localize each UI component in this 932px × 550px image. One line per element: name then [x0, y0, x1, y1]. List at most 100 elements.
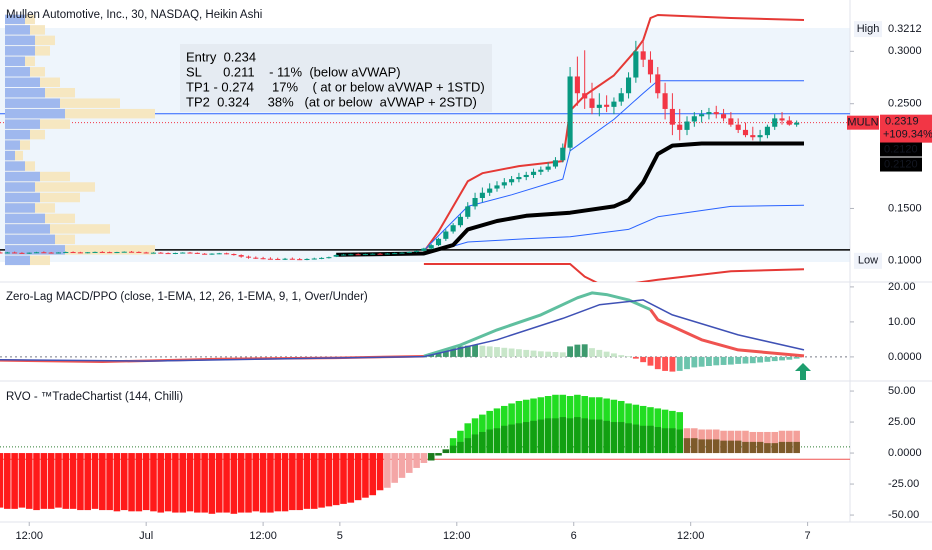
- rvo-bar: [405, 453, 413, 473]
- pane: [0, 14, 850, 282]
- rvo-bar: [362, 453, 369, 498]
- rvo-bar: [245, 453, 252, 513]
- rvo-bar: [157, 453, 165, 513]
- rvo-bar: [705, 439, 713, 454]
- histogram-bar: [793, 356, 800, 359]
- candle-body: [428, 245, 434, 249]
- high-box: [854, 21, 882, 38]
- histogram-bar: [786, 356, 793, 360]
- volume-profile-up: [5, 67, 30, 77]
- histogram-bar: [464, 345, 471, 357]
- rvo-bar: [603, 420, 610, 454]
- y-tick-label: -25.00: [888, 478, 919, 490]
- candle-body: [647, 59, 654, 75]
- candle-body: [669, 108, 675, 125]
- histogram-bar: [691, 356, 698, 368]
- volume-profile-up: [5, 171, 40, 182]
- histogram-bar: [457, 346, 464, 357]
- rvo-bar: [237, 453, 245, 513]
- candle-body: [472, 197, 478, 207]
- volume-profile-up: [5, 182, 35, 192]
- candle-body: [757, 135, 763, 138]
- candle-body: [414, 250, 420, 252]
- candle-body: [33, 252, 40, 254]
- candle-body: [530, 171, 537, 175]
- histogram-bar: [647, 356, 654, 366]
- candle-body: [231, 254, 237, 256]
- rvo-bar: [215, 453, 223, 513]
- rvo-bar: [449, 445, 457, 454]
- rvo-bar: [764, 443, 771, 454]
- rvo-bar: [120, 453, 128, 511]
- candle-body: [77, 252, 83, 254]
- candle-body: [713, 112, 719, 115]
- rvo-bar: [786, 441, 793, 454]
- histogram-bar: [662, 356, 669, 371]
- candle-body: [150, 252, 157, 254]
- rvo-bar: [515, 423, 523, 454]
- histogram-bar: [530, 350, 537, 357]
- histogram-bar: [611, 353, 617, 357]
- rvo-bar: [552, 418, 559, 454]
- rvo-bar: [669, 428, 676, 454]
- rvo-bar: [427, 453, 435, 461]
- y-tick-label: -50.00: [888, 509, 919, 521]
- rvo-bar: [727, 440, 735, 454]
- y-tick-label: 0.2500: [888, 98, 922, 110]
- candle-body: [114, 252, 120, 254]
- rvo-bar: [325, 453, 333, 507]
- candle-body: [465, 206, 471, 217]
- candle-body: [348, 254, 354, 256]
- volume-profile-up: [5, 25, 30, 35]
- volume-profile-up: [5, 35, 35, 46]
- volume-profile-up: [5, 14, 25, 25]
- rvo-bar: [223, 453, 230, 513]
- rvo-bar: [471, 434, 479, 454]
- volume-profile-up: [5, 129, 30, 140]
- candle-body: [582, 93, 588, 99]
- annotation-line: SL 0.211 - 11% (below aVWAP): [186, 64, 401, 79]
- rvo-bar: [142, 453, 150, 511]
- candle-body: [216, 253, 222, 255]
- histogram-bar: [589, 348, 595, 357]
- candle-body: [574, 76, 580, 94]
- candle-body: [370, 253, 376, 255]
- histogram-bar: [676, 356, 683, 371]
- rvo-bar: [296, 453, 303, 511]
- rvo-bar: [55, 453, 62, 508]
- last-change: +109.34%: [883, 129, 932, 141]
- rvo-bar: [698, 439, 705, 454]
- histogram-bar: [523, 349, 530, 357]
- volume-profile-up: [5, 46, 35, 56]
- rvo-bar: [778, 441, 786, 454]
- candle-body: [107, 252, 113, 254]
- volume-profile-up: [5, 203, 35, 213]
- candle-body: [121, 251, 127, 253]
- rvo-bar: [332, 453, 340, 506]
- rvo-bar: [522, 422, 530, 454]
- candle-body: [786, 120, 792, 125]
- rvo-bar: [11, 453, 18, 509]
- macd-line: [423, 291, 652, 358]
- y-tick-label: 25.00: [888, 416, 916, 428]
- histogram-bar: [654, 356, 661, 370]
- candle-body: [399, 252, 405, 254]
- pane-title: Mullen Automotive, Inc., 30, NASDAQ, Hei…: [6, 9, 262, 21]
- rvo-bar: [4, 453, 11, 509]
- rvo-bar: [340, 453, 347, 504]
- rvo-bar: [742, 441, 749, 454]
- candle-body: [289, 258, 295, 260]
- rvo-bar: [559, 417, 567, 454]
- level-label: 0.2120: [884, 158, 918, 170]
- candle-body: [238, 255, 244, 257]
- histogram-bar: [618, 355, 625, 357]
- rvo-bar: [639, 425, 647, 454]
- volume-profile-up: [5, 224, 50, 234]
- candle-body: [26, 252, 32, 254]
- signal-arrow: [795, 363, 811, 380]
- volume-profile-up: [5, 213, 45, 224]
- candle-body: [596, 104, 602, 108]
- volume-profile-down: [5, 98, 120, 108]
- candle-body: [742, 129, 749, 136]
- rvo-bar: [186, 453, 194, 512]
